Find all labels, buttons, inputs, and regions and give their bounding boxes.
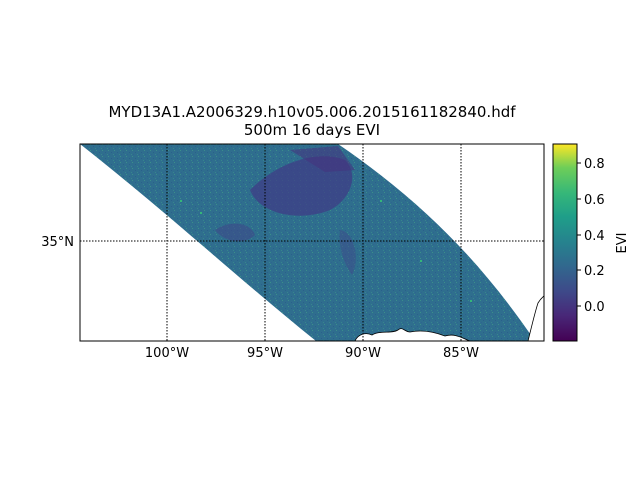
lon-label-95w: 95°W bbox=[247, 346, 283, 361]
colorbar bbox=[553, 144, 577, 341]
colorbar-tick-0.8: 0.8 bbox=[584, 157, 605, 172]
colorbar-tick-0.6: 0.6 bbox=[584, 193, 605, 208]
gridlines bbox=[80, 144, 544, 341]
colorbar-tick-0.4: 0.4 bbox=[584, 229, 605, 244]
gulf-coastline bbox=[354, 328, 471, 341]
colorbar-label: EVI bbox=[615, 233, 630, 254]
map-frame bbox=[79, 143, 545, 342]
lon-label-90w: 90°W bbox=[345, 346, 381, 361]
atlantic-coastline bbox=[527, 295, 544, 341]
colorbar-tick-0.0: 0.0 bbox=[584, 300, 605, 315]
colorbar-ticks bbox=[577, 162, 581, 307]
swath-data bbox=[80, 144, 535, 341]
map-subtitle: 500m 16 days EVI bbox=[243, 121, 381, 139]
colorbar-tick-0.2: 0.2 bbox=[584, 264, 605, 279]
map-title: MYD13A1.A2006329.h10v05.006.201516118284… bbox=[108, 103, 516, 121]
lat-label-35n: 35°N bbox=[41, 235, 74, 250]
lon-label-85w: 85°W bbox=[443, 346, 479, 361]
evi-swath bbox=[80, 144, 544, 341]
lon-label-100w: 100°W bbox=[145, 346, 189, 361]
